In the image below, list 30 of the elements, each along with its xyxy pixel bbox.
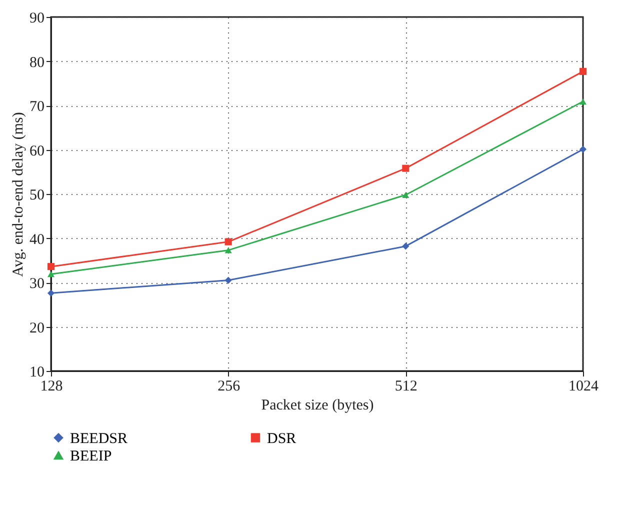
y-tick-label: 80: [30, 54, 44, 71]
point: [579, 68, 587, 75]
legend-label: DSR: [267, 430, 296, 447]
y-tick-label: 20: [30, 320, 44, 336]
x-axis-title: Packet size (bytes): [261, 398, 374, 414]
y-tick-label: 10: [30, 364, 44, 380]
point: [224, 276, 232, 284]
point: [402, 164, 410, 172]
point: [579, 146, 587, 153]
y-tick-label: 70: [30, 99, 44, 115]
y-tick-label: 90: [30, 10, 44, 26]
y-tick-label: 30: [30, 276, 44, 292]
legend-label: BEEIP: [70, 448, 112, 464]
point: [224, 247, 232, 254]
legend-label: BEEDSR: [70, 430, 128, 447]
x-tick-label: 512: [394, 378, 418, 394]
point: [47, 290, 55, 297]
point: [47, 271, 55, 278]
y-tick-label: 40: [30, 232, 44, 248]
y-tick-label: 60: [30, 143, 44, 160]
y-axis-title: Avg. end-to-end delay (ms): [10, 112, 26, 277]
x-tick-label: 128: [40, 378, 63, 394]
point: [402, 192, 410, 198]
point: [579, 98, 587, 105]
y-tick-label: 50: [30, 188, 44, 204]
point: [47, 263, 55, 270]
point: [224, 238, 232, 246]
point: [402, 242, 410, 250]
x-tick-label: 1024: [568, 378, 599, 394]
x-tick-label: 256: [218, 378, 241, 394]
